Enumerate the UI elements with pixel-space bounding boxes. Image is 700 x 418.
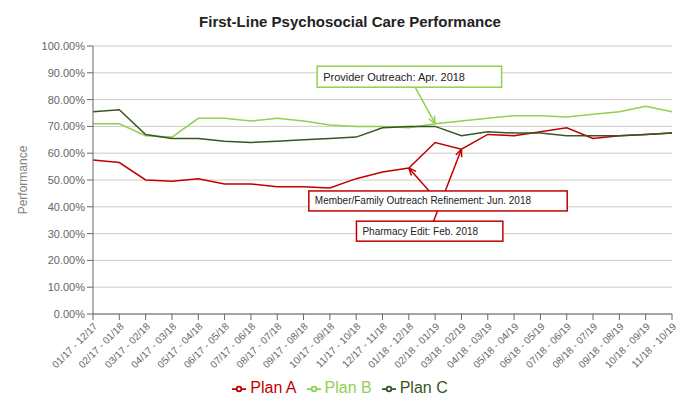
svg-text:08/18 - 07/19: 08/18 - 07/19 <box>550 320 600 371</box>
svg-text:03/18 - 02/19: 03/18 - 02/19 <box>418 320 468 371</box>
svg-text:11/18 - 10/19: 11/18 - 10/19 <box>630 320 679 369</box>
svg-text:10/18 - 09/19: 10/18 - 09/19 <box>602 320 653 371</box>
svg-text:10/17 - 09/18: 10/17 - 09/18 <box>286 320 337 371</box>
svg-text:80.00%: 80.00% <box>48 94 86 106</box>
svg-text:10.00%: 10.00% <box>48 281 86 293</box>
svg-text:07/17 - 06/18: 07/17 - 06/18 <box>207 320 258 371</box>
svg-text:Provider Outreach: Apr. 2018: Provider Outreach: Apr. 2018 <box>323 71 465 83</box>
html-text:Plan B: Plan B <box>324 379 372 396</box>
svg-text:05/17 - 04/18: 05/17 - 04/18 <box>155 320 205 371</box>
svg-text:30.00%: 30.00% <box>48 228 86 240</box>
svg-text:20.00%: 20.00% <box>48 254 86 266</box>
svg-text:90.00%: 90.00% <box>48 67 86 79</box>
html-text:First-Line Psychosocial Care P: First-Line Psychosocial Care Performance <box>199 13 501 30</box>
svg-text:70.00%: 70.00% <box>48 120 86 132</box>
svg-text:50.00%: 50.00% <box>48 174 86 186</box>
svg-text:100.00%: 100.00% <box>42 40 86 52</box>
svg-text:01/18 - 12/18: 01/18 - 12/18 <box>365 320 416 371</box>
svg-text:02/17 - 01/18: 02/17 - 01/18 <box>76 320 126 371</box>
svg-text:0.00%: 0.00% <box>54 308 85 320</box>
html-text:Plan A: Plan A <box>250 379 297 396</box>
svg-text:07/18 - 06/19: 07/18 - 06/19 <box>523 320 574 371</box>
svg-text:40.00%: 40.00% <box>48 201 86 213</box>
svg-text:06/18 - 05/19: 06/18 - 05/19 <box>497 320 547 371</box>
svg-text:09/17 - 08/18: 09/17 - 08/18 <box>260 320 310 371</box>
svg-text:11/17 - 10/18: 11/17 - 10/18 <box>313 320 363 370</box>
svg-text:09/18 - 08/19: 09/18 - 08/19 <box>576 320 626 371</box>
svg-text:12/17 - 11/18: 12/17 - 11/18 <box>340 320 389 370</box>
svg-text:01/17 - 12/17: 01/17 - 12/17 <box>50 320 100 371</box>
svg-text:Performance: Performance <box>16 145 30 214</box>
svg-text:60.00%: 60.00% <box>48 147 86 159</box>
svg-text:Member/Family Outreach Refinem: Member/Family Outreach Refinement: Jun. … <box>315 195 532 206</box>
svg-text:06/17 - 05/18: 06/17 - 05/18 <box>181 320 231 371</box>
svg-text:02/18 - 01/19: 02/18 - 01/19 <box>392 320 442 371</box>
svg-text:Pharmacy Edit: Feb. 2018: Pharmacy Edit: Feb. 2018 <box>362 226 478 237</box>
svg-text:05/18 - 04/19: 05/18 - 04/19 <box>471 320 521 371</box>
svg-text:03/17 - 02/18: 03/17 - 02/18 <box>102 320 153 371</box>
svg-text:04/17 - 03/18: 04/17 - 03/18 <box>128 320 179 371</box>
svg-text:08/17 - 07/18: 08/17 - 07/18 <box>234 320 284 371</box>
html-text:Plan C: Plan C <box>399 379 448 396</box>
svg-text:04/18 - 03/19: 04/18 - 03/19 <box>444 320 495 371</box>
